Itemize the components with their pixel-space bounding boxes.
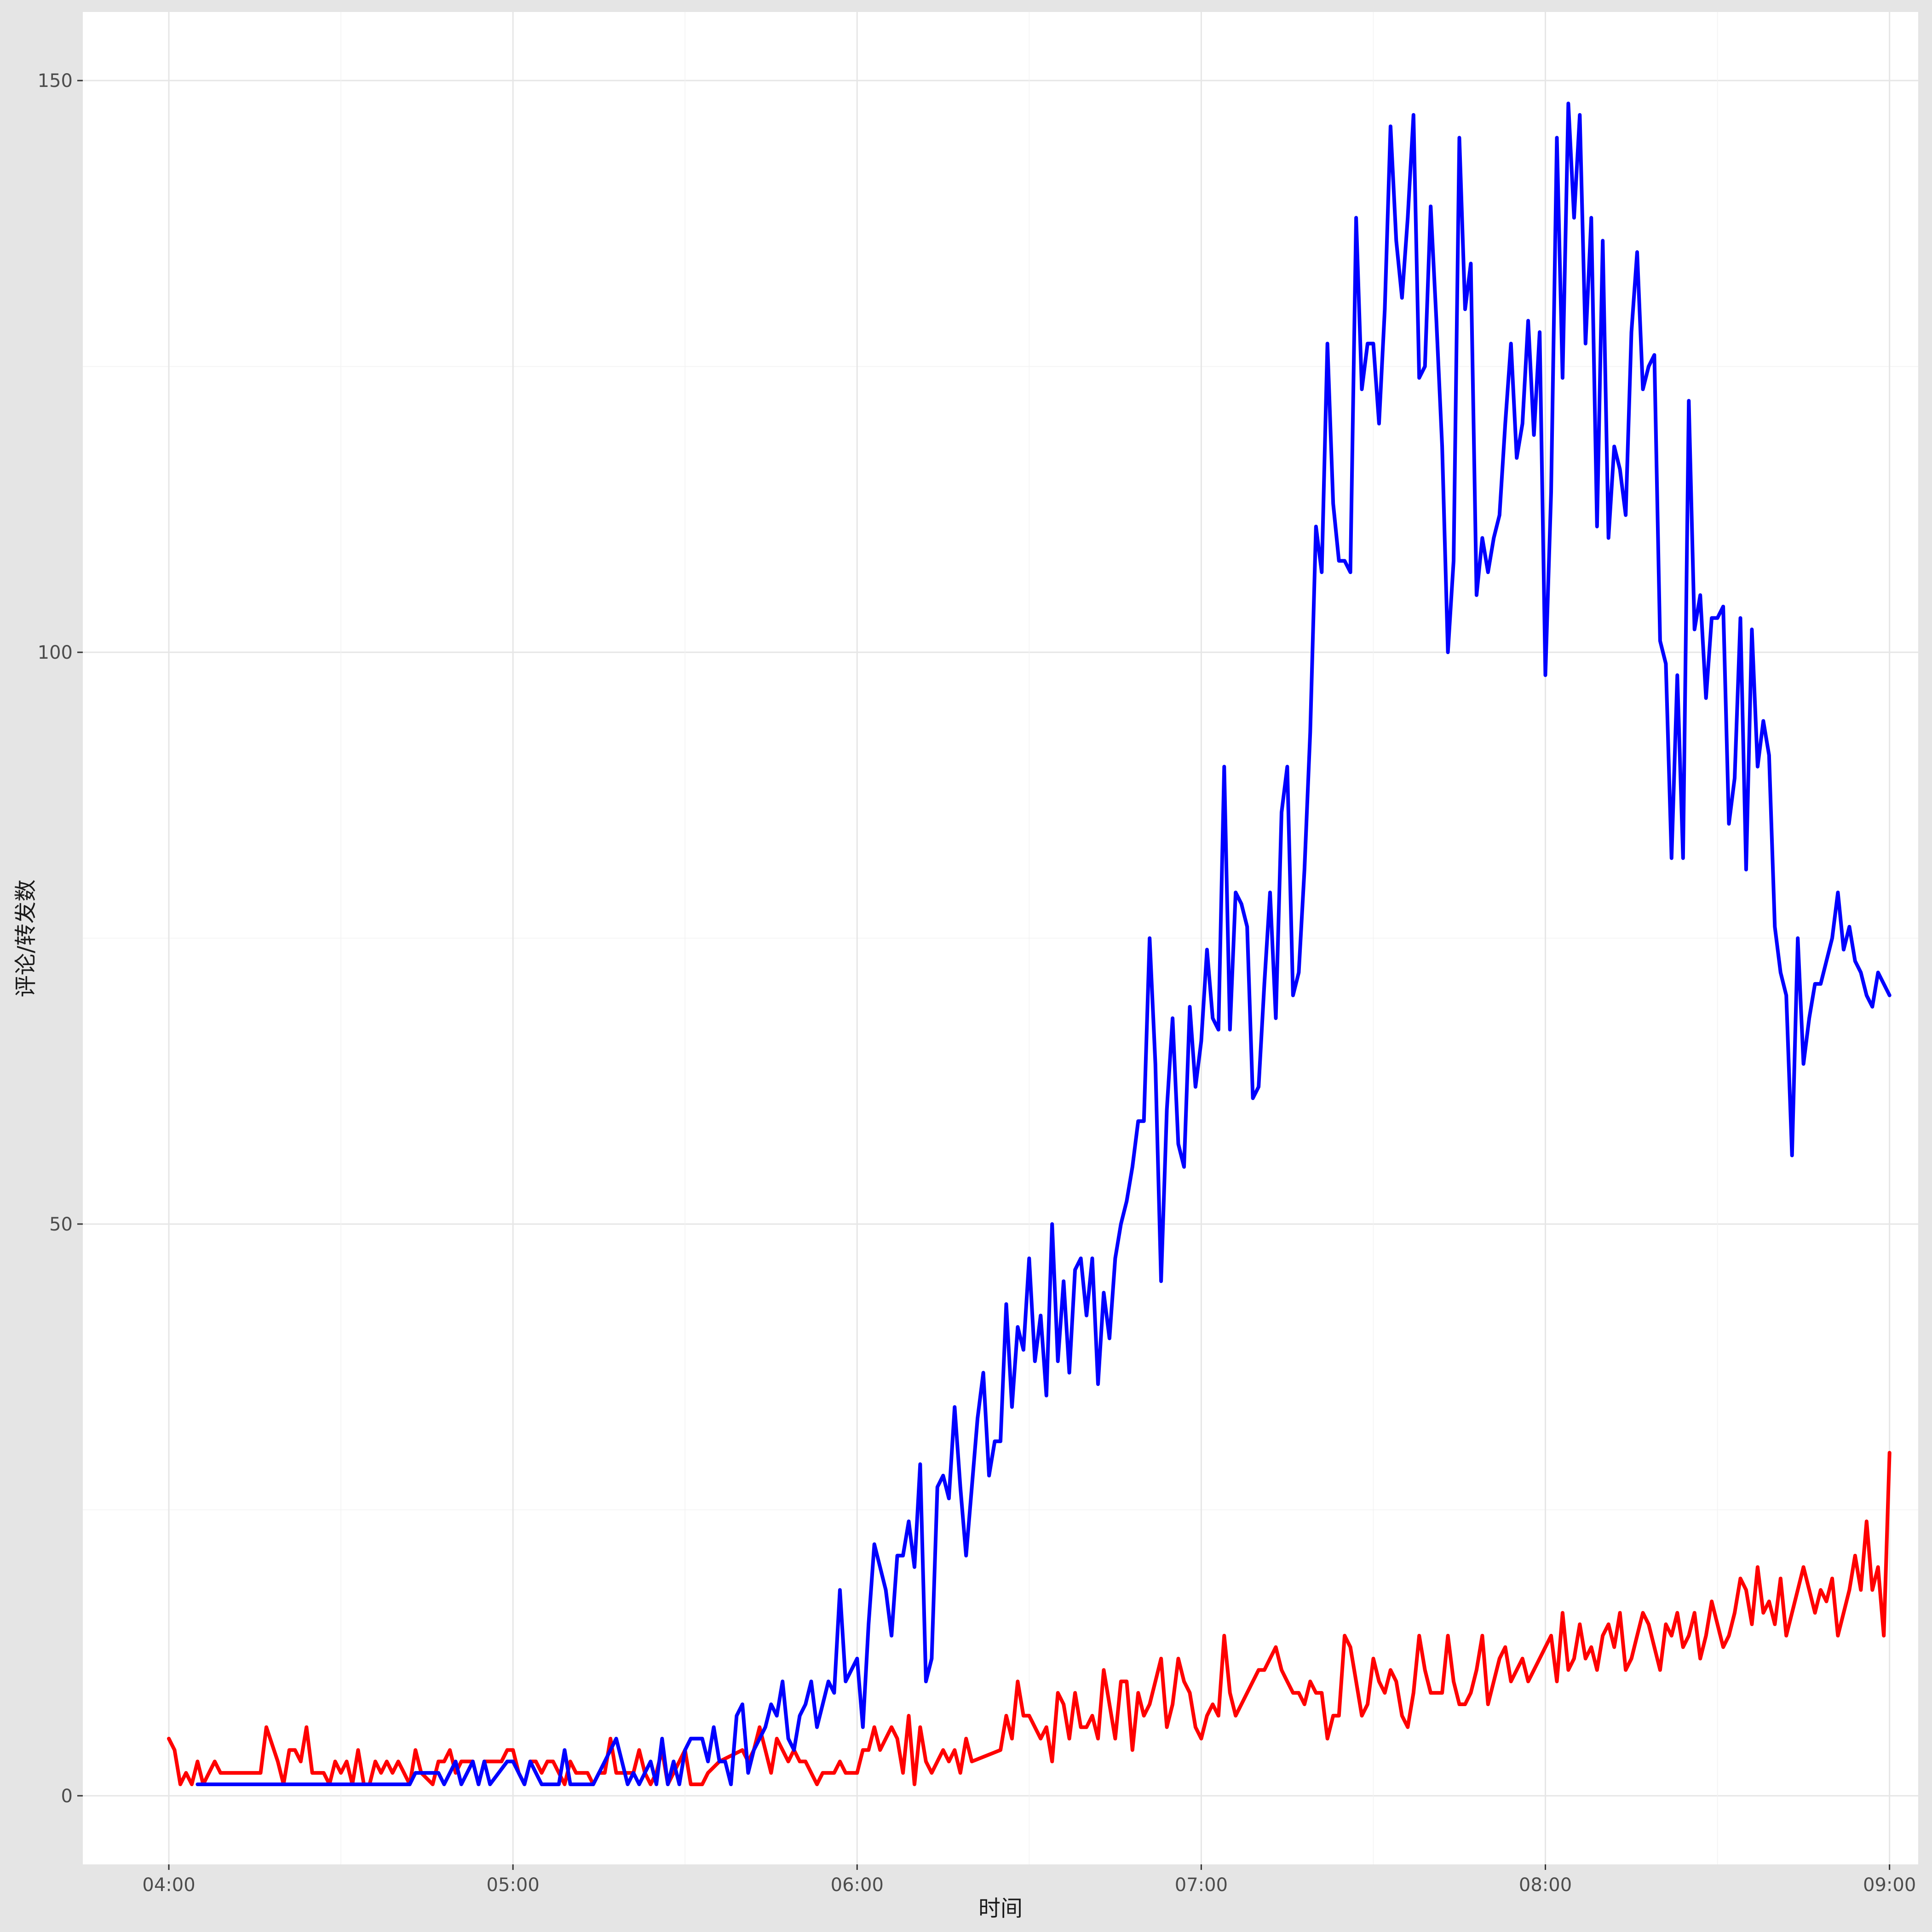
x-tick-label: 06:00 — [831, 1874, 884, 1896]
y-axis: 0 50 100 150 — [38, 70, 83, 1807]
y-tick-label: 100 — [38, 642, 73, 663]
x-axis: 04:00 05:00 06:00 07:00 08:00 09:00 — [142, 1864, 1916, 1896]
y-tick-label: 150 — [38, 70, 73, 92]
x-tick-label: 08:00 — [1519, 1874, 1572, 1896]
series-line-1 — [167, 1451, 1892, 1786]
y-tick-label: 0 — [61, 1786, 73, 1807]
y-axis-title: 评论/转发数 — [13, 880, 39, 997]
x-axis-title: 时间 — [978, 1896, 1023, 1921]
series-layer — [167, 101, 1892, 1786]
x-gridlines — [168, 12, 1891, 1864]
series-line-2 — [196, 101, 1892, 1786]
x-tick-label: 04:00 — [142, 1874, 195, 1896]
y-gridlines — [83, 80, 1918, 1797]
y-tick-label: 50 — [49, 1214, 73, 1235]
x-tick-label: 07:00 — [1175, 1874, 1228, 1896]
x-tick-label: 09:00 — [1863, 1874, 1916, 1896]
x-tick-label: 05:00 — [487, 1874, 540, 1896]
